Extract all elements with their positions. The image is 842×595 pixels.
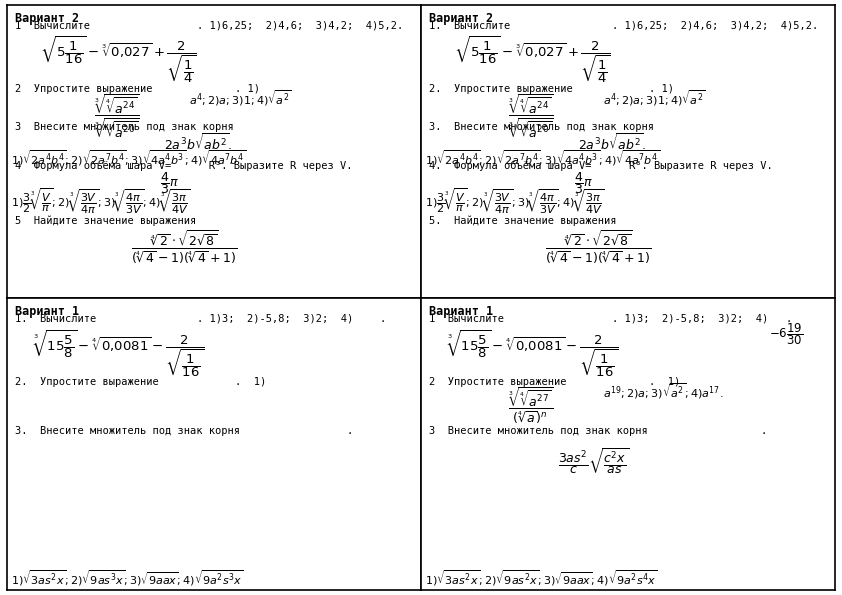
Text: . 1): . 1) (649, 84, 674, 94)
Text: $1)\dfrac{3}{2}\sqrt[3]{\dfrac{V}{\pi}}; 2)\sqrt[3]{\dfrac{3V}{4\pi}}; 3)\sqrt[3: $1)\dfrac{3}{2}\sqrt[3]{\dfrac{V}{\pi}};… (425, 186, 605, 216)
Text: .  1): . 1) (649, 377, 680, 387)
Text: 5.  Найдите значение выражения: 5. Найдите значение выражения (429, 215, 617, 226)
Text: $\dfrac{\sqrt[3]{\sqrt[4]{a^{24}}}}{\sqrt[3]{\sqrt{a^{20}}}}$: $\dfrac{\sqrt[3]{\sqrt[4]{a^{24}}}}{\sqr… (93, 93, 139, 140)
Text: $1)\sqrt{3as^2x}; 2)\sqrt{9as^2x}; 3)\sqrt{9aax}; 4)\sqrt{9a^2s^4x}$: $1)\sqrt{3as^2x}; 2)\sqrt{9as^2x}; 3)\sq… (425, 568, 658, 588)
Text: 2  Упростите выражение: 2 Упростите выражение (15, 84, 152, 94)
Text: . 1)3;  2)-5,8;  3)2;  4): . 1)3; 2)-5,8; 3)2; 4) (611, 314, 768, 324)
Text: Вариант 2: Вариант 2 (15, 12, 79, 25)
Text: Вариант 2: Вариант 2 (429, 12, 493, 25)
Text: $\dfrac{4}{3}\pi$: $\dfrac{4}{3}\pi$ (160, 170, 179, 196)
Text: 1  Вычислите: 1 Вычислите (429, 314, 504, 324)
Text: .: . (380, 314, 386, 324)
Text: $1)\sqrt{3as^2x}; 2)\sqrt{9as^3x}; 3)\sqrt{9aax}; 4)\sqrt{9a^2s^3x}$: $1)\sqrt{3as^2x}; 2)\sqrt{9as^3x}; 3)\sq… (11, 568, 243, 588)
Text: $a^4; 2)a; 3)1; 4)\sqrt{a^2}$: $a^4; 2)a; 3)1; 4)\sqrt{a^2}$ (603, 88, 706, 108)
Text: $1)\sqrt{2a^4b^4}; 2)\sqrt{2a^7b^4}; 3)\sqrt{4a^4b^3}; 4)\sqrt{4a^7b^4}$: $1)\sqrt{2a^4b^4}; 2)\sqrt{2a^7b^4}; 3)\… (11, 148, 247, 168)
Text: $\sqrt[3]{15\dfrac{5}{8}}-\sqrt[4]{0{,}0081}-\dfrac{2}{\sqrt{\dfrac{1}{16}}}$: $\sqrt[3]{15\dfrac{5}{8}}-\sqrt[4]{0{,}0… (446, 328, 618, 379)
Text: 1.  Вычислите: 1. Вычислите (429, 21, 510, 31)
Text: $\sqrt{5\dfrac{1}{16}}-\sqrt[3]{0{,}027}+\dfrac{2}{\sqrt{\dfrac{1}{4}}}$: $\sqrt{5\dfrac{1}{16}}-\sqrt[3]{0{,}027}… (40, 34, 197, 85)
Text: $2a^3b\sqrt{ab^2}.$: $2a^3b\sqrt{ab^2}.$ (578, 133, 647, 154)
Text: .  1): . 1) (235, 377, 266, 387)
Text: .: . (786, 314, 791, 324)
Text: $\dfrac{4}{3}\pi$: $\dfrac{4}{3}\pi$ (574, 170, 594, 196)
Text: $\sqrt[3]{15\dfrac{5}{8}}-\sqrt[4]{0{,}0081}-\dfrac{2}{\sqrt{\dfrac{1}{16}}}$: $\sqrt[3]{15\dfrac{5}{8}}-\sqrt[4]{0{,}0… (32, 328, 204, 379)
Text: $\dfrac{\sqrt[4]{2}\cdot\sqrt{2\sqrt{8}}}{(\sqrt[4]{4}-1)(\sqrt[4]{4}+1)}$: $\dfrac{\sqrt[4]{2}\cdot\sqrt{2\sqrt{8}}… (546, 228, 652, 266)
Text: 4  Формула объёма шара V=      R³. Выразите R через V.: 4 Формула объёма шара V= R³. Выразите R … (15, 161, 353, 171)
Text: $a^{19}; 2)a; 3)\sqrt{a^2}; 4)a^{17}.$: $a^{19}; 2)a; 3)\sqrt{a^2}; 4)a^{17}.$ (603, 381, 724, 400)
Text: $\sqrt{5\dfrac{1}{16}}-\sqrt[3]{0{,}027}+\dfrac{2}{\sqrt{\dfrac{1}{4}}}$: $\sqrt{5\dfrac{1}{16}}-\sqrt[3]{0{,}027}… (454, 34, 611, 85)
Text: Вариант 1: Вариант 1 (15, 305, 79, 318)
Text: 1  Вычислите: 1 Вычислите (15, 21, 90, 31)
Text: $\dfrac{\sqrt[3]{\sqrt[4]{a^{27}}}}{(\sqrt[4]{a})^{n}}$: $\dfrac{\sqrt[3]{\sqrt[4]{a^{27}}}}{(\sq… (508, 386, 553, 426)
Text: $\dfrac{\sqrt[4]{2}\cdot\sqrt{2\sqrt{8}}}{(\sqrt[4]{4}-1)(\sqrt[4]{4}+1)}$: $\dfrac{\sqrt[4]{2}\cdot\sqrt{2\sqrt{8}}… (131, 228, 237, 266)
Text: .: . (760, 426, 767, 436)
Text: 3  Внесите множитель под знак корня: 3 Внесите множитель под знак корня (15, 122, 234, 132)
Text: Вариант 1: Вариант 1 (429, 305, 493, 318)
Text: $\dfrac{3as^2}{c}\sqrt{\dfrac{c^2x}{as}}$: $\dfrac{3as^2}{c}\sqrt{\dfrac{c^2x}{as}}… (557, 447, 629, 477)
Text: 1.  Вычислите: 1. Вычислите (15, 314, 96, 324)
Text: .: . (346, 426, 353, 436)
Text: 3  Внесите множитель под знак корня: 3 Внесите множитель под знак корня (429, 426, 648, 436)
Text: $a^4; 2)a; 3)1; 4)\sqrt{a^2}$: $a^4; 2)a; 3)1; 4)\sqrt{a^2}$ (189, 88, 292, 108)
Text: 3.  Внесите множитель под знак корня: 3. Внесите множитель под знак корня (15, 426, 240, 436)
Text: $-6\dfrac{19}{30}$: $-6\dfrac{19}{30}$ (769, 321, 803, 347)
Text: . 1): . 1) (235, 84, 259, 94)
Text: 5  Найдите значение выражения: 5 Найдите значение выражения (15, 215, 196, 226)
Text: 4.  Формула объёма шара V=      R³. Выразите R через V.: 4. Формула объёма шара V= R³. Выразите R… (429, 161, 773, 171)
Text: 2.  Упростите выражение: 2. Упростите выражение (15, 377, 159, 387)
Text: $1)\dfrac{3}{2}\sqrt[3]{\dfrac{V}{\pi}}; 2)\sqrt[3]{\dfrac{3V}{4\pi}}; 3)\sqrt[3: $1)\dfrac{3}{2}\sqrt[3]{\dfrac{V}{\pi}};… (11, 186, 190, 216)
Text: 2  Упростите выражение: 2 Упростите выражение (429, 377, 567, 387)
Text: . 1)3;  2)-5,8;  3)2;  4): . 1)3; 2)-5,8; 3)2; 4) (197, 314, 354, 324)
Text: . 1)6,25;  2)4,6;  3)4,2;  4)5,2.: . 1)6,25; 2)4,6; 3)4,2; 4)5,2. (197, 21, 403, 31)
Text: . 1)6,25;  2)4,6;  3)4,2;  4)5,2.: . 1)6,25; 2)4,6; 3)4,2; 4)5,2. (611, 21, 818, 31)
Text: $1)\sqrt{2a^4b^4}; 2)\sqrt{2a^7b^4}; 3)\sqrt{4a^4b^3}; 4)\sqrt{4a^7b^4}$: $1)\sqrt{2a^4b^4}; 2)\sqrt{2a^7b^4}; 3)\… (425, 148, 661, 168)
Text: $2a^3b\sqrt{ab^2}.$: $2a^3b\sqrt{ab^2}.$ (164, 133, 232, 154)
Text: $\dfrac{\sqrt[3]{\sqrt[4]{a^{24}}}}{\sqrt[3]{\sqrt{a^{20}}}}$: $\dfrac{\sqrt[3]{\sqrt[4]{a^{24}}}}{\sqr… (508, 93, 553, 140)
Text: 3.  Внесите множитель под знак корня: 3. Внесите множитель под знак корня (429, 122, 654, 132)
Text: 2.  Упростите выражение: 2. Упростите выражение (429, 84, 573, 94)
